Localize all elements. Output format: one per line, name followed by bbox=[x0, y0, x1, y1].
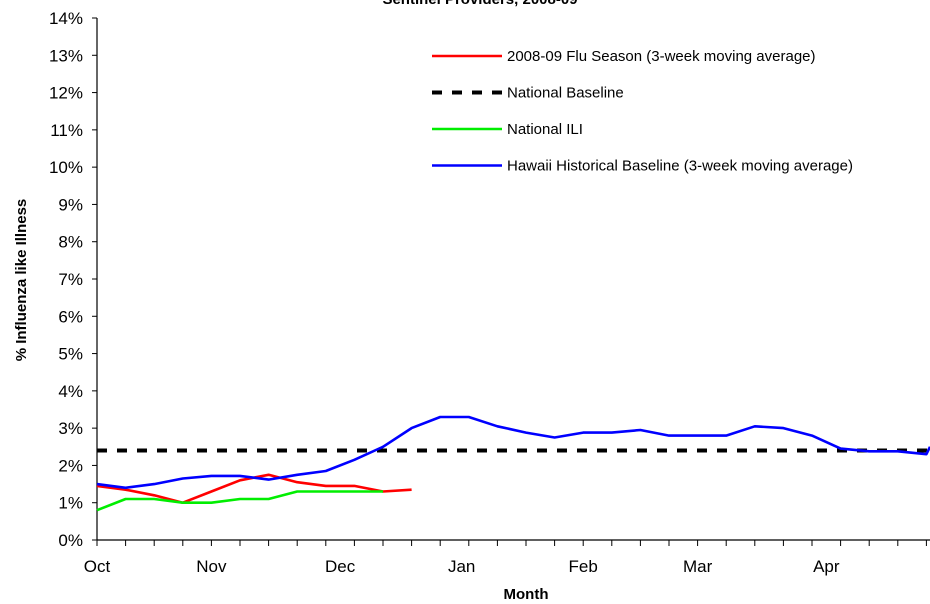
y-axis-title: % Influenza like Illness bbox=[13, 199, 30, 362]
series-lines bbox=[96, 415, 930, 512]
legend: 2008-09 Flu Season (3-week moving averag… bbox=[432, 48, 853, 175]
y-tick-label: 5% bbox=[58, 345, 83, 364]
x-tick-label-dec: Dec bbox=[325, 557, 356, 576]
y-tick-label: 13% bbox=[49, 46, 83, 65]
chart-title: Sentinel Providers, 2008-09 bbox=[382, 0, 577, 8]
y-tick-label: 14% bbox=[49, 9, 83, 28]
y-tick-label: 1% bbox=[58, 494, 83, 513]
series-line-3 bbox=[96, 490, 383, 512]
x-axis-title: Month bbox=[504, 586, 549, 603]
x-axis: OctNovDecJanFebMarAprMay bbox=[84, 539, 930, 576]
series-line-4 bbox=[96, 415, 930, 490]
y-tick-label: 9% bbox=[58, 195, 83, 214]
y-tick-label: 0% bbox=[58, 531, 83, 550]
y-tick-label: 8% bbox=[58, 233, 83, 252]
x-tick-label-apr: Apr bbox=[813, 557, 840, 576]
y-tick-label: 10% bbox=[49, 158, 83, 177]
y-tick-label: 6% bbox=[58, 307, 83, 326]
x-tick-label-mar: Mar bbox=[683, 557, 713, 576]
legend-label-3: National ILI bbox=[507, 121, 583, 138]
x-tick-label-oct: Oct bbox=[84, 557, 111, 576]
y-axis: 0% 1% 2% 3% 4% 5% 6% 7% 8% 9% 10% 11% 12% 13% 14% bbox=[49, 9, 98, 550]
y-tick-label: 4% bbox=[58, 382, 83, 401]
legend-label-4: Hawaii Historical Baseline (3-week movin… bbox=[507, 158, 853, 175]
y-tick-label: 3% bbox=[58, 419, 83, 438]
legend-label-1: 2008-09 Flu Season (3-week moving averag… bbox=[507, 48, 816, 65]
x-tick-label-jan: Jan bbox=[448, 557, 475, 576]
legend-label-2: National Baseline bbox=[507, 85, 624, 102]
x-tick-label-nov: Nov bbox=[196, 557, 227, 576]
y-tick-label: 11% bbox=[50, 121, 83, 140]
x-tick-label-feb: Feb bbox=[569, 557, 598, 576]
y-tick-label: 2% bbox=[58, 456, 83, 475]
y-tick-label: 12% bbox=[49, 84, 83, 103]
y-tick-label: 7% bbox=[58, 270, 83, 289]
